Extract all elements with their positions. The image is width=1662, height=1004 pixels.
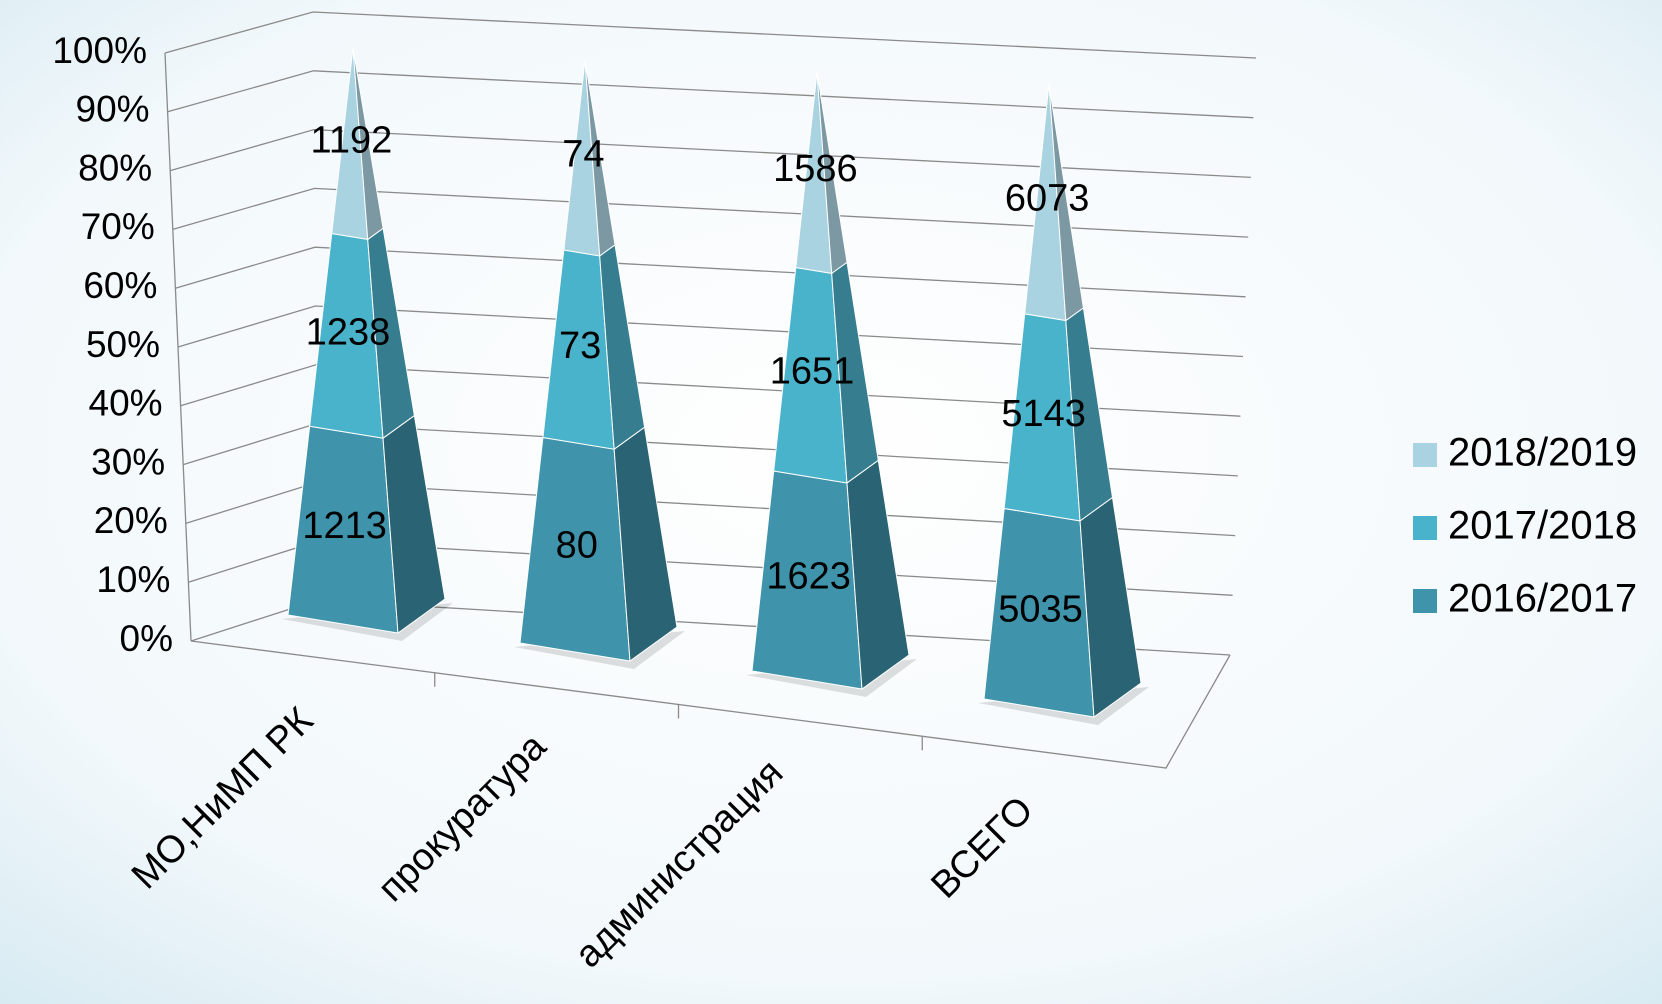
grid-line [170,128,1251,179]
pyramid-segment [519,426,678,662]
pyramid-segment [983,496,1142,718]
data-label: 5035 [998,588,1083,630]
data-label: 80 [556,525,598,567]
grid-line [164,11,1257,59]
data-label: 1651 [770,351,855,393]
y-tick-label: 20% [94,500,168,541]
grid-line [172,187,1249,238]
y-tick-label: 100% [52,30,147,71]
data-label: 74 [562,134,604,176]
legend-label: 2016/2017 [1448,577,1637,621]
segment-side [584,59,616,257]
data-label: 1213 [302,505,387,547]
pyramid-segment [309,227,415,440]
data-label: 1238 [306,311,391,353]
pyramid-segment [1024,83,1084,322]
y-tick-label: 80% [78,147,152,188]
legend-label: 2018/2019 [1448,431,1637,475]
grid-line [175,246,1246,298]
segment-side [816,71,848,275]
grid-line [177,305,1244,358]
pyramid-segment [751,459,910,690]
legend-label: 2017/2018 [1448,504,1637,548]
data-label: 73 [559,325,601,367]
y-tick-label: 30% [91,441,165,482]
y-tick-label: 40% [89,383,163,424]
pyramid-segment [542,243,646,451]
data-label: 5143 [1001,393,1086,435]
segment-side [1048,83,1084,322]
legend-swatch [1413,589,1437,613]
y-tick-label: 90% [76,89,150,130]
legend-swatch [1413,443,1437,467]
pyramid-segment [563,59,616,257]
data-label: 1623 [766,556,851,598]
pyramid-segment [331,47,384,241]
data-label: 1586 [773,148,858,190]
y-tick-label: 0% [120,618,173,659]
y-tick-label: 10% [96,559,170,600]
grid-line [180,364,1241,417]
pyramid-segment [773,261,879,484]
data-label: 6073 [1005,178,1090,220]
y-tick-label: 50% [86,324,160,365]
floor-edge [190,640,1231,769]
pyramid-segment [795,71,848,275]
y-tick-label: 70% [81,206,155,247]
segment-side [352,47,384,241]
data-label: 1192 [311,119,393,161]
y-tick-label: 60% [83,265,157,306]
legend-swatch [1413,516,1437,540]
grid-line [167,70,1254,119]
